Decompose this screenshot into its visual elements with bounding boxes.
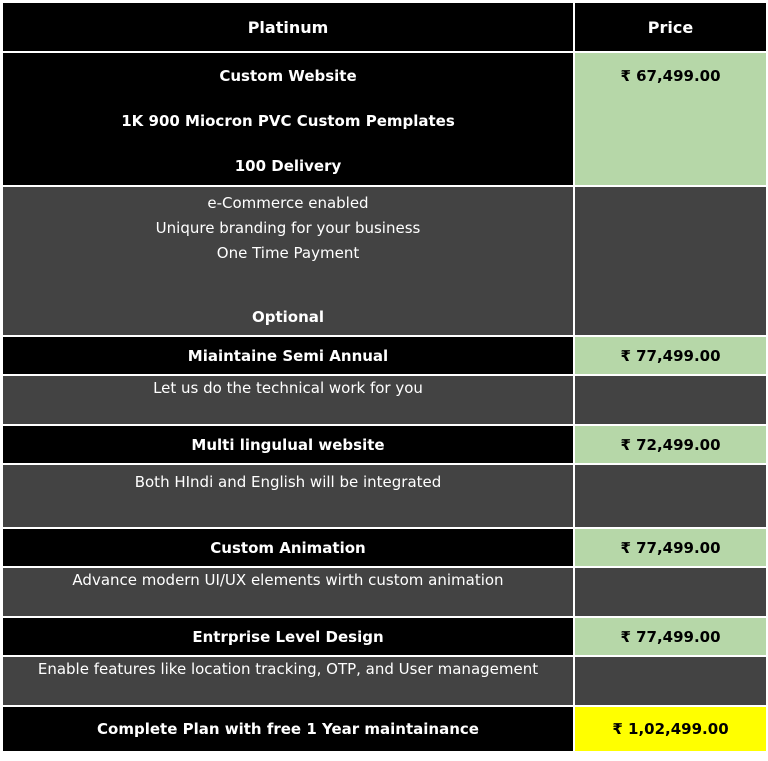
- option-description-text: Let us do the technical work for you: [153, 379, 423, 397]
- complete-plan-title: Complete Plan with free 1 Year maintaina…: [1, 705, 575, 753]
- option-description-text: Advance modern UI/UX elements wirth cust…: [72, 571, 504, 589]
- option-price: ₹ 77,499.00: [573, 335, 768, 376]
- platinum-features: Custom Website 1K 900 Miocron PVC Custom…: [1, 51, 575, 187]
- detail-ecommerce: e-Commerce enabled: [207, 194, 369, 212]
- option-title-row: Entrprise Level Design ₹ 77,499.00: [1, 616, 768, 657]
- header-price: Price: [573, 1, 768, 53]
- option-price: ₹ 77,499.00: [573, 527, 768, 568]
- option-description-price-cell: [573, 463, 768, 529]
- option-description-row: Enable features like location tracking, …: [1, 655, 768, 707]
- complete-plan-row: Complete Plan with free 1 Year maintaina…: [1, 705, 768, 753]
- feature-delivery: 100 Delivery: [234, 157, 342, 175]
- feature-custom-website: Custom Website: [219, 67, 357, 85]
- option-description-text: Both HIndi and English will be integrate…: [134, 473, 442, 491]
- optional-label: Optional: [251, 308, 325, 326]
- platinum-row: Custom Website 1K 900 Miocron PVC Custom…: [1, 51, 768, 187]
- option-description-row: Both HIndi and English will be integrate…: [1, 463, 768, 529]
- option-title-row: Custom Animation ₹ 77,499.00: [1, 527, 768, 568]
- option-description-row: Let us do the technical work for you: [1, 374, 768, 426]
- option-title: Custom Animation: [1, 527, 575, 568]
- detail-payment: One Time Payment: [216, 244, 360, 262]
- platinum-details: e-Commerce enabled Uniqure branding for …: [1, 185, 575, 337]
- detail-branding: Uniqure branding for your business: [155, 219, 421, 237]
- option-description-price-cell: [573, 655, 768, 707]
- option-title-row: Multi lingulual website ₹ 72,499.00: [1, 424, 768, 465]
- option-price: ₹ 72,499.00: [573, 424, 768, 465]
- option-price: ₹ 77,499.00: [573, 616, 768, 657]
- option-title: Miaintaine Semi Annual: [1, 335, 575, 376]
- option-description-price-cell: [573, 566, 768, 618]
- option-title-row: Miaintaine Semi Annual ₹ 77,499.00: [1, 335, 768, 376]
- option-description-price-cell: [573, 374, 768, 426]
- option-title: Entrprise Level Design: [1, 616, 575, 657]
- platinum-price-value: ₹ 67,499.00: [620, 67, 721, 85]
- option-description-row: Advance modern UI/UX elements wirth cust…: [1, 566, 768, 618]
- option-description: Let us do the technical work for you: [1, 374, 575, 426]
- feature-templates: 1K 900 Miocron PVC Custom Pemplates: [121, 112, 455, 130]
- option-description: Advance modern UI/UX elements wirth cust…: [1, 566, 575, 618]
- option-description-text: Enable features like location tracking, …: [37, 660, 539, 678]
- header-platinum: Platinum: [1, 1, 575, 53]
- platinum-details-price-cell: [573, 185, 768, 337]
- platinum-details-row: e-Commerce enabled Uniqure branding for …: [1, 185, 768, 337]
- complete-plan-price: ₹ 1,02,499.00: [573, 705, 768, 753]
- platinum-price: ₹ 67,499.00: [573, 51, 768, 187]
- option-description: Both HIndi and English will be integrate…: [1, 463, 575, 529]
- option-description: Enable features like location tracking, …: [1, 655, 575, 707]
- option-title: Multi lingulual website: [1, 424, 575, 465]
- table-header-row: Platinum Price: [1, 1, 768, 53]
